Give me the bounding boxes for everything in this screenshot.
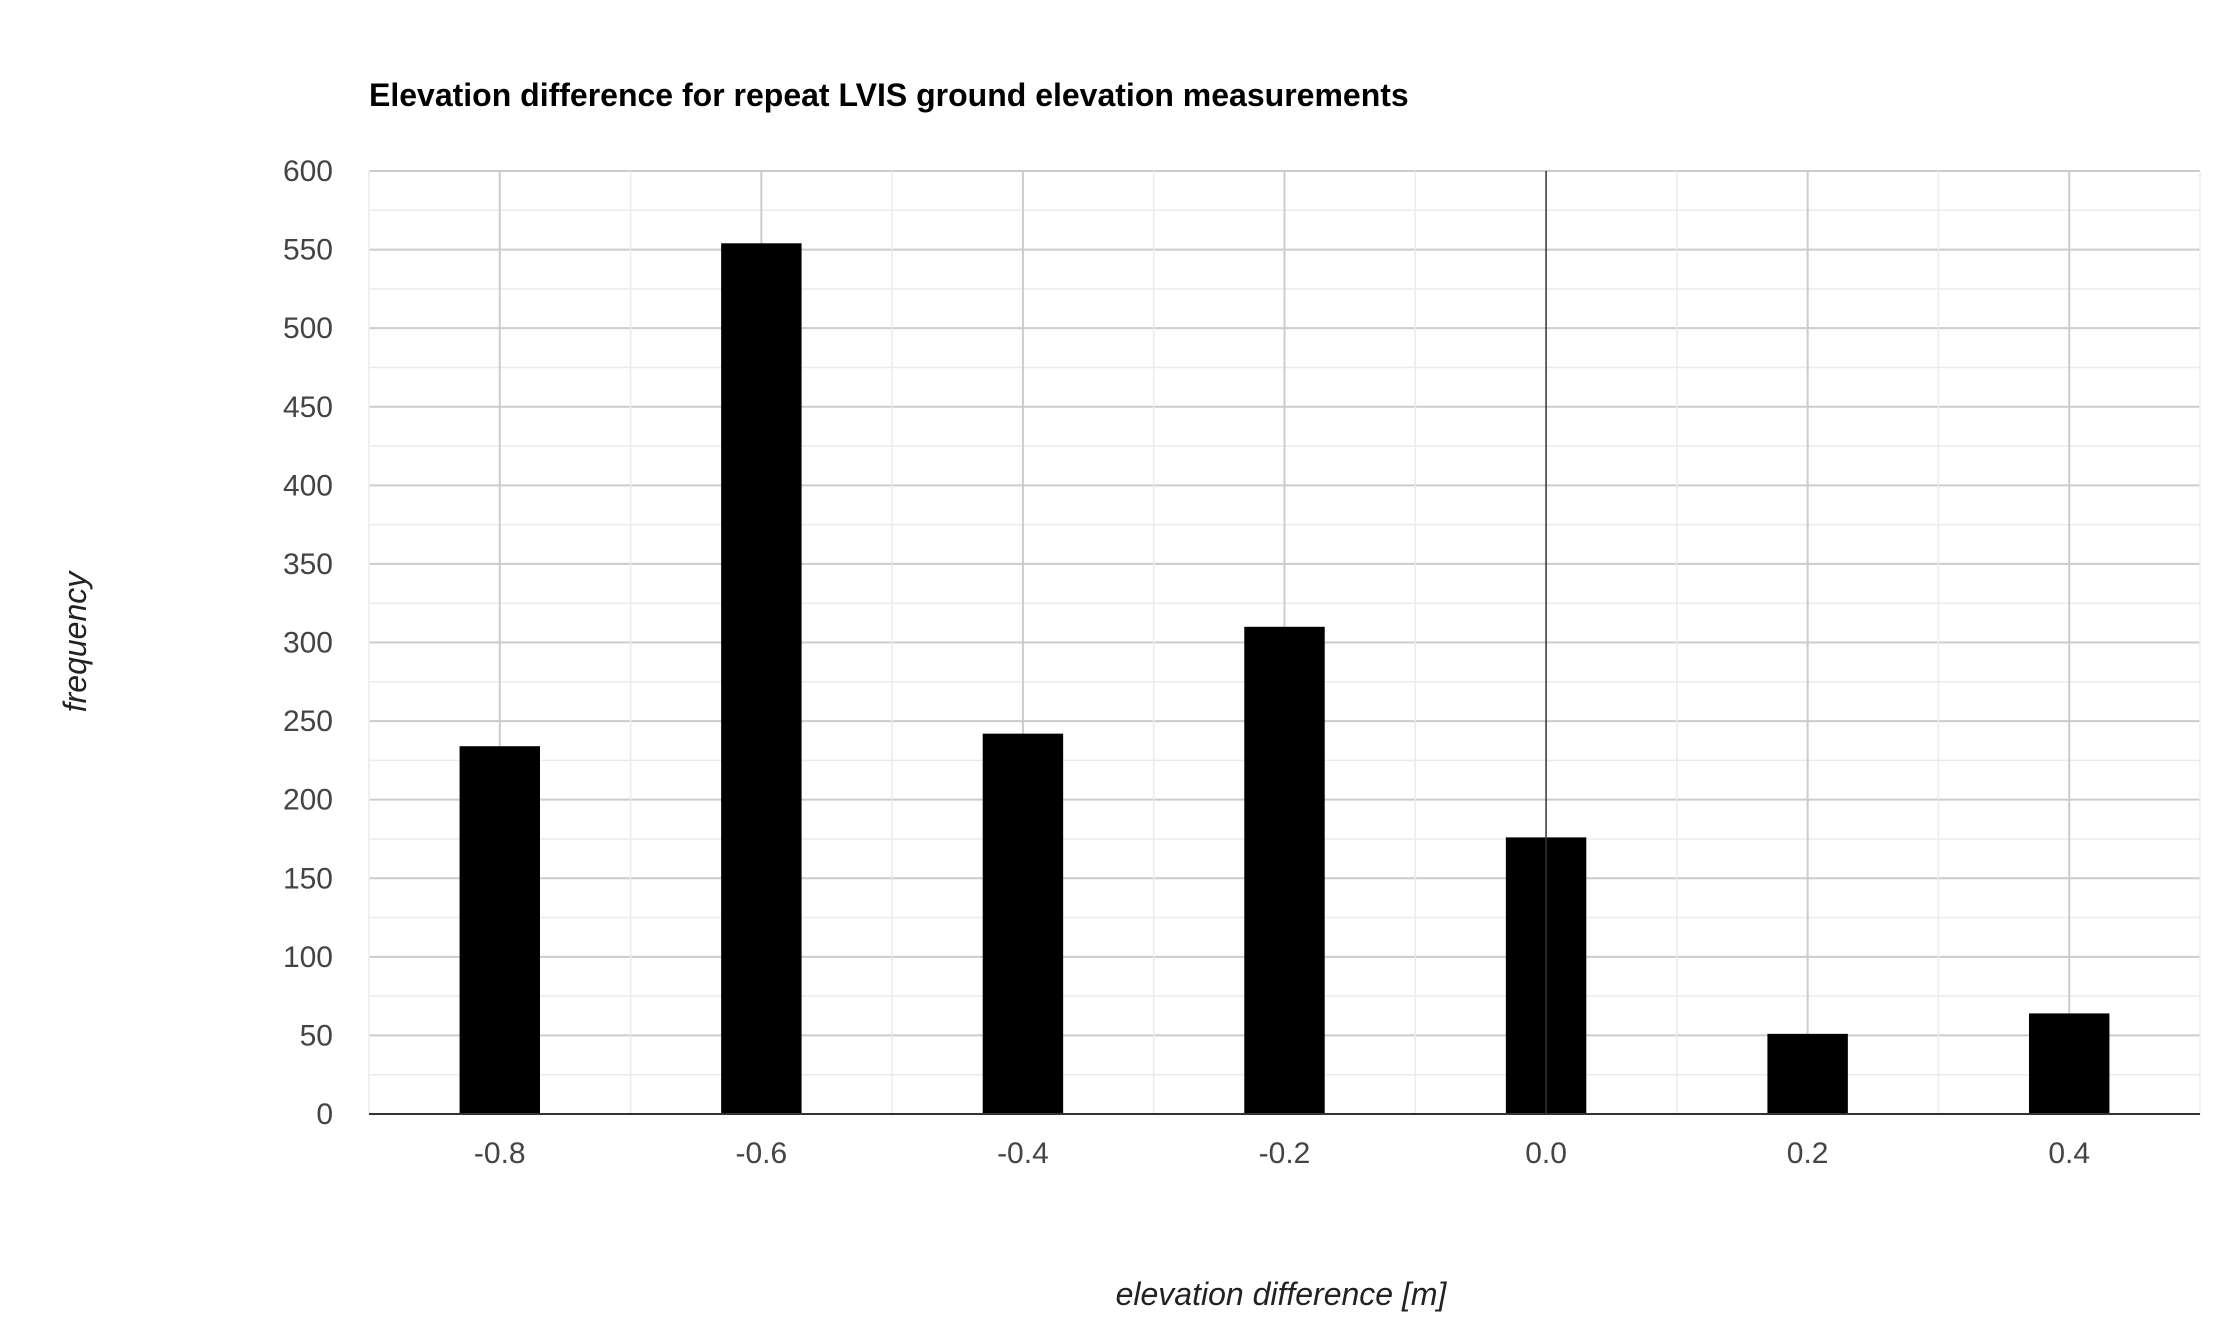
y-tick-label: 150 xyxy=(283,862,333,895)
tick-labels: 0 50 100 150 200 250 300 350 400 450 500 550 600 -0.8… xyxy=(283,155,2090,1170)
x-tick-label: 0.2 xyxy=(1787,1137,1829,1170)
y-tick-label: 200 xyxy=(283,784,333,817)
y-tick-label: 600 xyxy=(283,155,333,188)
y-tick-label: 350 xyxy=(283,548,333,581)
y-tick-label: 500 xyxy=(283,312,333,345)
x-tick-label: -0.8 xyxy=(474,1137,526,1170)
x-tick-label: 0.0 xyxy=(1525,1137,1567,1170)
bar--0.4 xyxy=(982,733,1064,1114)
x-axis-title: elevation difference [m] xyxy=(1116,1276,1448,1312)
x-tick-label: -0.2 xyxy=(1259,1137,1311,1170)
x-tick-label: 0.4 xyxy=(2048,1137,2090,1170)
chart-title: Elevation difference for repeat LVIS gro… xyxy=(369,77,1409,113)
bar-0.4 xyxy=(2028,1013,2110,1114)
grid-lines xyxy=(368,170,2201,1114)
y-tick-label: 250 xyxy=(283,705,333,738)
axes xyxy=(369,171,2200,1115)
y-tick-label: 550 xyxy=(283,234,333,267)
y-tick-label: 400 xyxy=(283,469,333,502)
y-tick-label: 50 xyxy=(300,1019,333,1052)
y-tick-label: 300 xyxy=(283,627,333,660)
y-axis-title: frequency xyxy=(57,570,93,713)
bar--0.6 xyxy=(721,243,802,1115)
y-tick-label: 450 xyxy=(283,391,333,424)
bar--0.8 xyxy=(459,746,541,1114)
y-tick-label: 100 xyxy=(283,941,333,974)
x-tick-label: -0.4 xyxy=(997,1137,1049,1170)
bars xyxy=(459,243,2110,1115)
x-tick-label: -0.6 xyxy=(736,1137,788,1170)
bar-0.2 xyxy=(1767,1033,1848,1114)
bar--0.2 xyxy=(1244,626,1325,1114)
y-tick-label: 0 xyxy=(316,1098,333,1131)
